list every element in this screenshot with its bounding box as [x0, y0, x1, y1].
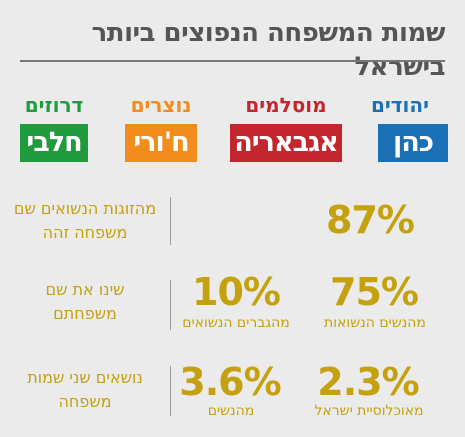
stat-caption: מאוכלוסיית ישראל — [314, 403, 424, 419]
group-name-box: חלבי — [20, 124, 88, 162]
group-jews: יהודים כהן — [352, 92, 448, 162]
stat-value: 87% — [326, 198, 415, 242]
group-christians: נוצרים ח'ורי — [125, 92, 197, 162]
group-name-box: אגבאריה — [230, 124, 342, 162]
row-divider — [170, 280, 171, 330]
row-description: נושאים שני שמות משפחה — [27, 368, 143, 411]
group-label: מוסלמים — [245, 93, 327, 117]
stat-caption: מהנשים הנשואות — [324, 315, 426, 331]
group-label: נוצרים — [130, 93, 192, 117]
group-druze: דרוזים חלבי — [20, 92, 88, 162]
group-label: דרוזים — [24, 93, 84, 117]
group-name-box: כהן — [378, 124, 448, 162]
stat-value: 2.3% — [317, 360, 419, 404]
row-divider — [170, 197, 171, 245]
stat-value: 3.6% — [179, 360, 281, 404]
stat-caption: מהגברים הנשואים — [182, 315, 290, 331]
page-title: שמות המשפחה הנפוצים ביותר בישראל — [91, 18, 446, 82]
row-description: מהזוגות הנשואים שם משפחה זהה — [13, 199, 157, 242]
stat-value: 10% — [192, 270, 281, 314]
row-divider — [170, 366, 171, 416]
title-divider — [20, 60, 445, 62]
stat-value: 75% — [330, 270, 419, 314]
stat-caption: מהנשים — [207, 403, 255, 419]
group-label: יהודים — [370, 93, 430, 117]
row-description: שינו את שם משפחתם — [45, 280, 125, 323]
group-name-box: ח'ורי — [125, 124, 197, 162]
group-muslims: מוסלמים אגבאריה — [230, 92, 342, 162]
